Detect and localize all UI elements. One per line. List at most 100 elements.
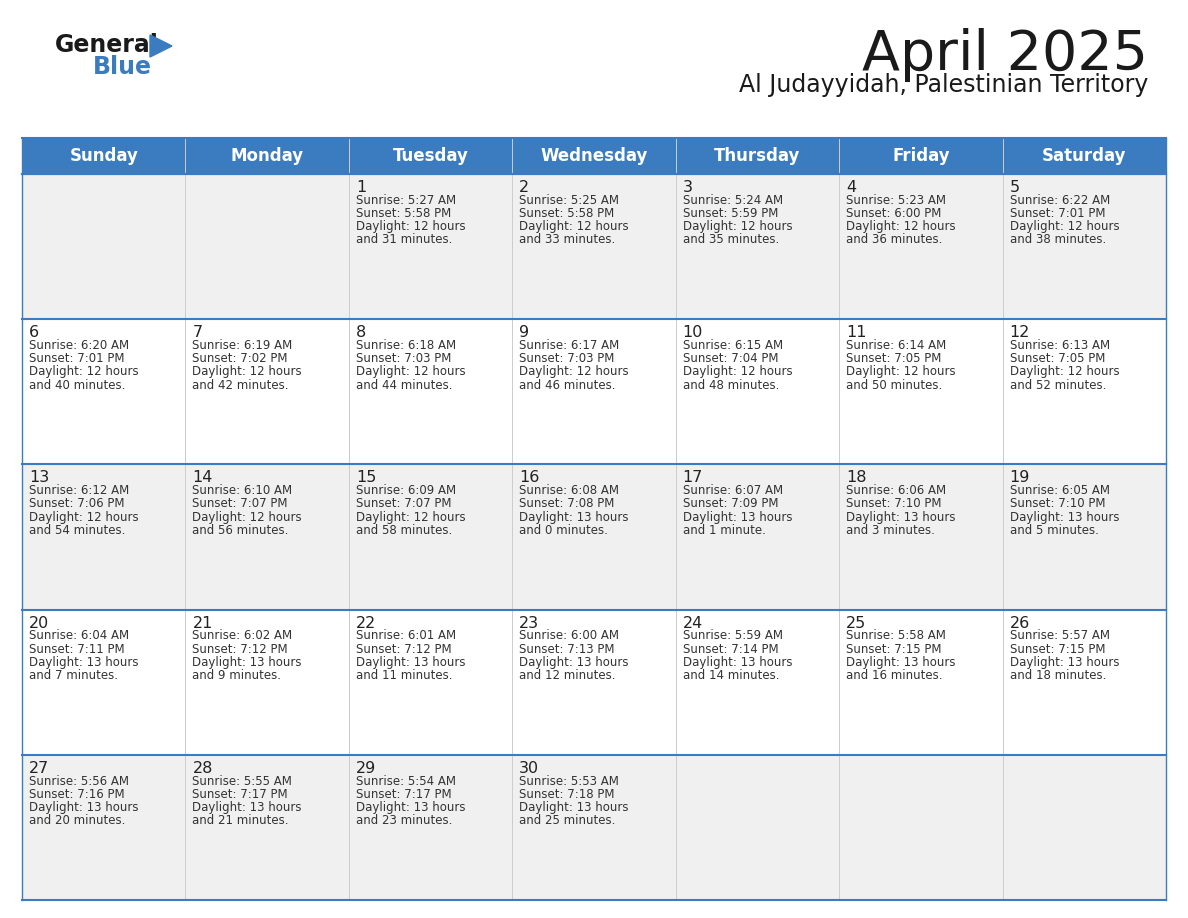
- Text: and 50 minutes.: and 50 minutes.: [846, 378, 942, 391]
- Text: Sunset: 7:10 PM: Sunset: 7:10 PM: [846, 498, 942, 510]
- Text: Daylight: 12 hours: Daylight: 12 hours: [1010, 365, 1119, 378]
- Text: Daylight: 12 hours: Daylight: 12 hours: [519, 220, 628, 233]
- Text: and 38 minutes.: and 38 minutes.: [1010, 233, 1106, 246]
- Text: Daylight: 13 hours: Daylight: 13 hours: [356, 655, 466, 668]
- Text: Sunset: 7:15 PM: Sunset: 7:15 PM: [1010, 643, 1105, 655]
- Text: 20: 20: [29, 616, 49, 631]
- Polygon shape: [150, 35, 172, 57]
- Text: Sunset: 7:07 PM: Sunset: 7:07 PM: [192, 498, 287, 510]
- Text: and 25 minutes.: and 25 minutes.: [519, 814, 615, 827]
- Text: Sunset: 7:03 PM: Sunset: 7:03 PM: [519, 353, 614, 365]
- Text: Monday: Monday: [230, 147, 304, 165]
- Text: Daylight: 12 hours: Daylight: 12 hours: [29, 365, 139, 378]
- Text: Sunset: 7:11 PM: Sunset: 7:11 PM: [29, 643, 125, 655]
- Text: Daylight: 12 hours: Daylight: 12 hours: [683, 220, 792, 233]
- Text: Sunrise: 5:24 AM: Sunrise: 5:24 AM: [683, 194, 783, 207]
- Text: Sunrise: 6:06 AM: Sunrise: 6:06 AM: [846, 484, 947, 498]
- Text: 17: 17: [683, 470, 703, 486]
- Text: Sunset: 7:15 PM: Sunset: 7:15 PM: [846, 643, 942, 655]
- Text: and 7 minutes.: and 7 minutes.: [29, 669, 118, 682]
- Text: 16: 16: [519, 470, 539, 486]
- Text: 19: 19: [1010, 470, 1030, 486]
- Text: Sunset: 7:08 PM: Sunset: 7:08 PM: [519, 498, 614, 510]
- Text: Sunset: 7:09 PM: Sunset: 7:09 PM: [683, 498, 778, 510]
- Text: Sunrise: 5:57 AM: Sunrise: 5:57 AM: [1010, 630, 1110, 643]
- Text: 10: 10: [683, 325, 703, 341]
- Text: and 42 minutes.: and 42 minutes.: [192, 378, 289, 391]
- Text: Daylight: 13 hours: Daylight: 13 hours: [683, 510, 792, 523]
- Text: and 58 minutes.: and 58 minutes.: [356, 524, 453, 537]
- Bar: [23, 465, 1165, 610]
- Text: Sunrise: 5:59 AM: Sunrise: 5:59 AM: [683, 630, 783, 643]
- Text: Al Judayyidah, Palestinian Territory: Al Judayyidah, Palestinian Territory: [739, 73, 1148, 97]
- Text: 25: 25: [846, 616, 866, 631]
- Text: Daylight: 12 hours: Daylight: 12 hours: [29, 510, 139, 523]
- Text: Sunset: 7:02 PM: Sunset: 7:02 PM: [192, 353, 287, 365]
- Text: Sunrise: 6:08 AM: Sunrise: 6:08 AM: [519, 484, 619, 498]
- Text: Sunset: 7:01 PM: Sunset: 7:01 PM: [29, 353, 125, 365]
- Text: Sunset: 7:05 PM: Sunset: 7:05 PM: [846, 353, 942, 365]
- Text: and 12 minutes.: and 12 minutes.: [519, 669, 615, 682]
- Text: and 23 minutes.: and 23 minutes.: [356, 814, 453, 827]
- Text: and 40 minutes.: and 40 minutes.: [29, 378, 126, 391]
- Text: Sunset: 7:14 PM: Sunset: 7:14 PM: [683, 643, 778, 655]
- Text: 13: 13: [29, 470, 49, 486]
- Text: Sunrise: 5:55 AM: Sunrise: 5:55 AM: [192, 775, 292, 788]
- Text: Sunset: 7:06 PM: Sunset: 7:06 PM: [29, 498, 125, 510]
- Text: and 20 minutes.: and 20 minutes.: [29, 814, 126, 827]
- Text: 18: 18: [846, 470, 866, 486]
- Text: Sunset: 7:07 PM: Sunset: 7:07 PM: [356, 498, 451, 510]
- Text: Sunrise: 6:13 AM: Sunrise: 6:13 AM: [1010, 339, 1110, 352]
- Text: Sunset: 7:01 PM: Sunset: 7:01 PM: [1010, 207, 1105, 220]
- Text: Sunset: 7:10 PM: Sunset: 7:10 PM: [1010, 498, 1105, 510]
- Text: Sunrise: 6:15 AM: Sunrise: 6:15 AM: [683, 339, 783, 352]
- Text: and 11 minutes.: and 11 minutes.: [356, 669, 453, 682]
- Text: Sunset: 7:13 PM: Sunset: 7:13 PM: [519, 643, 614, 655]
- Text: 21: 21: [192, 616, 213, 631]
- Text: Sunrise: 6:14 AM: Sunrise: 6:14 AM: [846, 339, 947, 352]
- Text: Daylight: 12 hours: Daylight: 12 hours: [356, 510, 466, 523]
- Text: Sunrise: 6:01 AM: Sunrise: 6:01 AM: [356, 630, 456, 643]
- Text: Daylight: 12 hours: Daylight: 12 hours: [1010, 220, 1119, 233]
- Text: Daylight: 12 hours: Daylight: 12 hours: [519, 365, 628, 378]
- Text: Sunset: 5:58 PM: Sunset: 5:58 PM: [356, 207, 451, 220]
- Text: and 56 minutes.: and 56 minutes.: [192, 524, 289, 537]
- Text: 23: 23: [519, 616, 539, 631]
- Bar: [23, 174, 1165, 319]
- Text: Sunrise: 5:56 AM: Sunrise: 5:56 AM: [29, 775, 129, 788]
- Bar: [23, 319, 1165, 465]
- Text: and 46 minutes.: and 46 minutes.: [519, 378, 615, 391]
- Text: Sunset: 6:00 PM: Sunset: 6:00 PM: [846, 207, 942, 220]
- Text: 7: 7: [192, 325, 202, 341]
- Text: Tuesday: Tuesday: [392, 147, 468, 165]
- Text: Sunset: 5:59 PM: Sunset: 5:59 PM: [683, 207, 778, 220]
- Text: General: General: [55, 33, 159, 57]
- Text: Daylight: 12 hours: Daylight: 12 hours: [846, 365, 956, 378]
- Text: Sunset: 7:16 PM: Sunset: 7:16 PM: [29, 788, 125, 800]
- Bar: [23, 755, 1165, 900]
- Text: 22: 22: [356, 616, 377, 631]
- Text: 27: 27: [29, 761, 49, 776]
- Text: and 18 minutes.: and 18 minutes.: [1010, 669, 1106, 682]
- Text: 4: 4: [846, 180, 857, 195]
- Text: Sunset: 7:12 PM: Sunset: 7:12 PM: [192, 643, 287, 655]
- Text: Daylight: 13 hours: Daylight: 13 hours: [519, 800, 628, 814]
- Text: and 5 minutes.: and 5 minutes.: [1010, 524, 1099, 537]
- Text: Blue: Blue: [93, 55, 152, 79]
- Text: Sunrise: 6:00 AM: Sunrise: 6:00 AM: [519, 630, 619, 643]
- Text: 9: 9: [519, 325, 530, 341]
- Text: Sunrise: 6:18 AM: Sunrise: 6:18 AM: [356, 339, 456, 352]
- Text: and 36 minutes.: and 36 minutes.: [846, 233, 942, 246]
- Text: and 52 minutes.: and 52 minutes.: [1010, 378, 1106, 391]
- Text: 8: 8: [356, 325, 366, 341]
- Text: Sunrise: 5:53 AM: Sunrise: 5:53 AM: [519, 775, 619, 788]
- Text: 12: 12: [1010, 325, 1030, 341]
- Text: and 48 minutes.: and 48 minutes.: [683, 378, 779, 391]
- Text: Saturday: Saturday: [1042, 147, 1126, 165]
- Text: Daylight: 13 hours: Daylight: 13 hours: [519, 510, 628, 523]
- Text: and 14 minutes.: and 14 minutes.: [683, 669, 779, 682]
- Text: Sunrise: 6:10 AM: Sunrise: 6:10 AM: [192, 484, 292, 498]
- Text: Sunrise: 6:22 AM: Sunrise: 6:22 AM: [1010, 194, 1110, 207]
- Text: Daylight: 13 hours: Daylight: 13 hours: [1010, 510, 1119, 523]
- Text: and 54 minutes.: and 54 minutes.: [29, 524, 126, 537]
